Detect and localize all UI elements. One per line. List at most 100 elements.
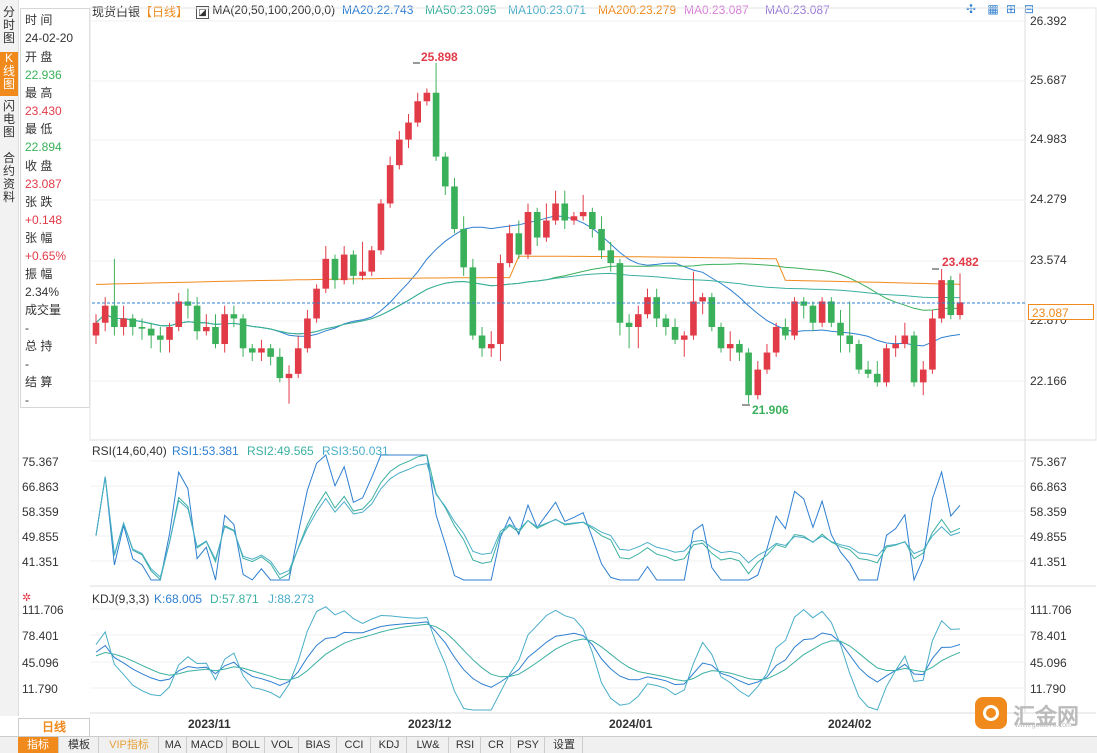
candle-body xyxy=(101,305,109,323)
candle-body xyxy=(671,326,679,340)
price-tick: 22.166 xyxy=(1030,374,1067,388)
candle-body xyxy=(552,203,559,221)
kdj-tick-left: 45.096 xyxy=(22,656,59,670)
low-label: 最 低 xyxy=(25,122,53,136)
tab-cci[interactable]: CCI xyxy=(338,737,371,753)
candle-body xyxy=(230,314,238,319)
candle-body xyxy=(717,326,725,349)
ma0-value-a: MA0:23.087 xyxy=(684,3,749,17)
rsi2-value: RSI2:49.565 xyxy=(247,444,314,458)
kdj-lines xyxy=(95,606,961,711)
candle-body xyxy=(763,352,771,370)
candle-body xyxy=(855,344,863,370)
candle-body xyxy=(910,335,918,383)
candle-body xyxy=(901,335,909,345)
chart-view-tabs: 分时图 K线图 闪电图 合约资料 xyxy=(0,0,19,716)
close-value: 23.087 xyxy=(25,177,62,191)
rsi1-line xyxy=(95,454,961,582)
tab-flash-chart[interactable]: 闪电图 xyxy=(2,99,15,139)
indicator-settings-icon[interactable]: ◪ xyxy=(196,6,209,19)
candle-body xyxy=(543,220,550,238)
logo-text: 汇金网 xyxy=(1013,704,1080,729)
candle-body xyxy=(873,373,881,383)
candle-body xyxy=(487,344,495,349)
price-tick: 26.392 xyxy=(1030,14,1067,28)
candle-body xyxy=(294,348,302,374)
tab-bias[interactable]: BIAS xyxy=(300,737,337,753)
candle-body xyxy=(340,254,348,281)
candle-body xyxy=(515,233,523,255)
ma50-value: MA50:23.095 xyxy=(425,3,497,17)
candle-body xyxy=(598,229,605,251)
tab-cr[interactable]: CR xyxy=(482,737,511,753)
high-label: 最 高 xyxy=(25,86,53,100)
tab-psy[interactable]: PSY xyxy=(512,737,545,753)
candle-body xyxy=(726,344,734,349)
rsi-tick-right: 49.855 xyxy=(1030,530,1067,544)
tab-templates[interactable]: 模板 xyxy=(60,737,99,753)
tab-contract-info[interactable]: 合约资料 xyxy=(2,151,15,204)
tab-vip-indicators[interactable]: VIP指标 xyxy=(100,737,159,753)
ma20-value: MA20:22.743 xyxy=(342,3,414,17)
tab-kdj[interactable]: KDJ xyxy=(372,737,407,753)
tab-boll[interactable]: BOLL xyxy=(228,737,265,753)
tab-kline[interactable]: K线图 xyxy=(0,52,18,96)
tab-vol[interactable]: VOL xyxy=(266,737,299,753)
high-value: 23.430 xyxy=(25,104,62,118)
rsi-tick-right: 41.351 xyxy=(1030,555,1067,569)
candle-body xyxy=(111,305,118,327)
candle-body xyxy=(634,314,642,327)
crosshair-icon[interactable]: ✣ xyxy=(965,2,977,16)
tab-lw[interactable]: LW& xyxy=(408,737,449,753)
rsi-tick-right: 58.359 xyxy=(1030,505,1067,519)
candle-body xyxy=(653,297,660,319)
amplitude-value: 2.34% xyxy=(25,285,60,299)
kdj-settings-icon[interactable]: ✲ xyxy=(22,592,31,604)
candle-body xyxy=(184,301,192,306)
logo-url: www.gold678.com xyxy=(1015,722,1072,729)
candle-body xyxy=(193,305,201,332)
rsi-tick-left: 58.359 xyxy=(22,505,59,519)
low-annotation: 21.906 xyxy=(752,403,789,417)
ma200-value: MA200:23.279 xyxy=(598,3,677,17)
rsi-lines xyxy=(95,454,961,582)
rsi-title: RSI(14,60,40) xyxy=(92,444,167,458)
candle-body xyxy=(791,301,798,336)
candle-body xyxy=(221,314,228,345)
candle-body xyxy=(202,326,210,332)
kdj-tick-left: 111.706 xyxy=(22,603,64,617)
candle-body xyxy=(267,348,274,357)
tab-indicators[interactable]: 指标 xyxy=(18,737,59,753)
kdj-tick-right: 11.790 xyxy=(1030,682,1066,696)
site-logo: 汇金网 www.gold678.com xyxy=(975,697,1095,729)
candle-body xyxy=(414,101,422,123)
tab-rsi[interactable]: RSI xyxy=(450,737,481,753)
open-label: 开 盘 xyxy=(25,50,53,64)
volume-label: 成交量 xyxy=(25,303,62,317)
kdj-j-line xyxy=(95,606,961,711)
tab-macd[interactable]: MACD xyxy=(188,737,227,753)
candle-body xyxy=(478,335,486,349)
zoom-in-icon[interactable]: ⊞ xyxy=(1005,2,1017,16)
candle-body xyxy=(956,302,964,316)
period-tab[interactable]: 日线 xyxy=(18,718,90,736)
kdj-d-line xyxy=(95,623,961,682)
ma-params: MA(20,50,100,200,0,0) xyxy=(212,3,336,17)
candle-body xyxy=(396,139,403,166)
candle-body xyxy=(359,271,366,276)
candle-body xyxy=(883,348,890,383)
candle-body xyxy=(892,344,899,349)
logo-icon xyxy=(975,697,1007,729)
ma-legend[interactable]: ◪ MA(20,50,100,200,0,0) xyxy=(196,3,335,19)
candle-body xyxy=(386,165,394,204)
rsi-tick-right: 66.863 xyxy=(1030,480,1067,494)
zoom-out-icon[interactable]: ⊟ xyxy=(1023,2,1035,16)
tab-settings[interactable]: 设置 xyxy=(546,737,583,753)
grid-icon[interactable]: ▦ xyxy=(987,2,999,16)
tab-timeshare[interactable]: 分时图 xyxy=(2,5,15,45)
candle-body xyxy=(929,318,936,370)
candle-body xyxy=(579,211,587,217)
tab-ma[interactable]: MA xyxy=(160,737,187,753)
candle-body xyxy=(460,229,467,268)
